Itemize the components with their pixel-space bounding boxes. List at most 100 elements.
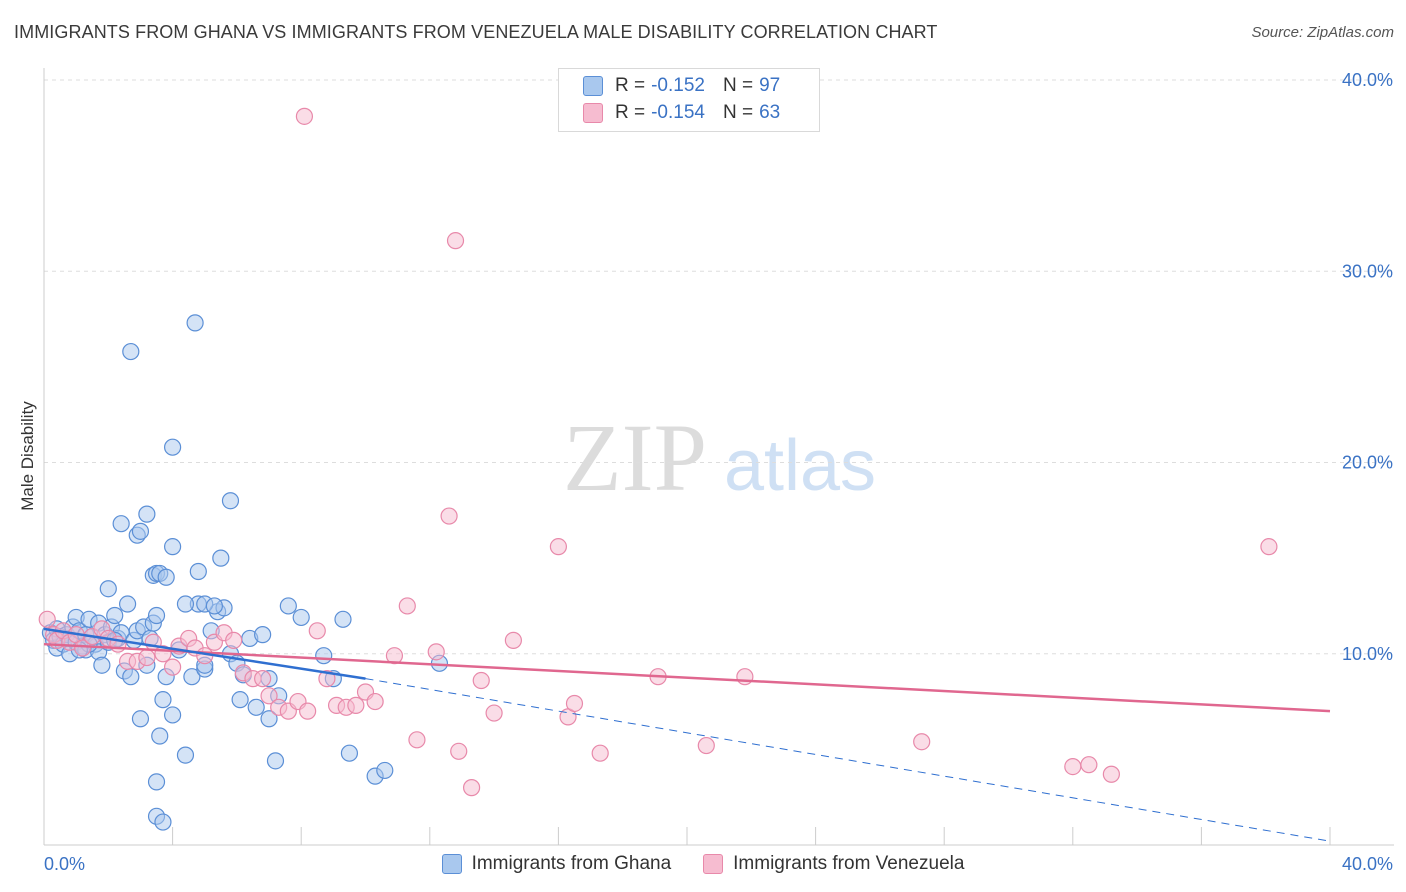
venezuela-point xyxy=(504,631,522,649)
ghana-point xyxy=(106,606,124,625)
y-tick-label: 10.0% xyxy=(1342,644,1393,664)
ghana-swatch xyxy=(583,76,603,96)
venezuela-point xyxy=(440,507,458,525)
venezuela-point xyxy=(38,610,56,628)
ghana-point xyxy=(147,606,166,625)
legend-item-venezuela: Immigrants from Venezuela xyxy=(703,853,964,875)
ghana-r-value: -0.152 xyxy=(651,75,705,96)
legend-row-venezuela: R = -0.154 N = 63 xyxy=(583,100,780,126)
venezuela-point xyxy=(462,779,481,797)
y-tick-label: 40.0% xyxy=(1342,70,1393,90)
venezuela-n-label: N = xyxy=(722,102,754,123)
venezuela-point xyxy=(446,232,465,250)
ghana-point xyxy=(118,595,137,613)
venezuela-point xyxy=(164,658,182,676)
venezuela-point xyxy=(591,744,609,762)
venezuela-n-value: 63 xyxy=(759,102,781,123)
ghana-point xyxy=(122,342,140,361)
ghana-point xyxy=(131,710,150,728)
ghana-point xyxy=(93,656,111,674)
ghana-point xyxy=(189,562,207,581)
ghana-point xyxy=(376,761,394,780)
venezuela-point xyxy=(1102,765,1120,783)
venezuela-point xyxy=(408,731,426,749)
ghana-point xyxy=(266,752,285,770)
ghana-point xyxy=(183,668,201,686)
venezuela-point xyxy=(295,107,314,125)
venezuela-trend-line xyxy=(43,642,1331,713)
venezuela-point xyxy=(736,668,754,686)
legend-ghana-label: Immigrants from Ghana xyxy=(471,853,672,874)
legend-item-ghana: Immigrants from Ghana xyxy=(441,853,672,875)
tick-label-layer: 10.0% 20.0% 30.0% 40.0% 0.0% 40.0% xyxy=(44,70,1393,874)
ghana-trend-line xyxy=(43,627,366,680)
venezuela-r-label: R = xyxy=(615,102,646,123)
ghana-point xyxy=(315,647,333,665)
venezuela-point xyxy=(260,687,278,705)
ghana-points-group xyxy=(41,314,449,831)
ghana-point xyxy=(99,580,117,598)
legend-venezuela-label: Immigrants from Venezuela xyxy=(733,853,965,874)
y-axis-title: Male Disability xyxy=(18,401,37,511)
venezuela-point xyxy=(73,639,92,657)
ghana-point xyxy=(112,515,130,533)
venezuela-point xyxy=(1080,756,1098,774)
venezuela-point xyxy=(138,648,156,667)
venezuela-point xyxy=(299,702,317,720)
venezuela-point xyxy=(347,696,365,714)
venezuela-point xyxy=(225,631,243,649)
ghana-point xyxy=(260,710,278,728)
grid-layer xyxy=(44,79,1394,655)
ghana-point xyxy=(247,698,265,716)
venezuela-point xyxy=(1260,538,1278,556)
venezuela-point xyxy=(549,538,568,556)
ghana-point xyxy=(340,744,359,762)
ghana-n-label: N = xyxy=(722,75,754,96)
venezuela-point xyxy=(485,704,503,722)
chart-title: IMMIGRANTS FROM GHANA VS IMMIGRANTS FROM… xyxy=(14,22,938,42)
venezuela-point xyxy=(427,643,445,661)
ghana-point xyxy=(176,746,195,764)
venezuela-point xyxy=(318,670,336,688)
ghana-point xyxy=(231,691,249,709)
venezuela-point xyxy=(1064,757,1082,776)
venezuela-point xyxy=(398,597,416,615)
ghana-point xyxy=(205,597,223,615)
ghana-point xyxy=(212,549,230,567)
ghana-point xyxy=(164,438,182,456)
venezuela-point xyxy=(450,742,468,760)
ghana-point xyxy=(164,538,182,556)
legend-stats: R = -0.152 N = 97 R = -0.154 N = 63 xyxy=(558,68,820,132)
watermark-zip: ZIP xyxy=(563,404,707,511)
legend-series: Immigrants from Ghana Immigrants from Ve… xyxy=(0,850,1406,878)
chart-source: Source: ZipAtlas.com xyxy=(1251,24,1394,41)
ghana-point xyxy=(254,626,272,644)
legend-row-ghana: R = -0.152 N = 97 xyxy=(583,73,780,99)
y-tick-label: 20.0% xyxy=(1342,453,1393,473)
venezuela-point xyxy=(308,622,326,640)
legend-venezuela-swatch xyxy=(703,854,724,874)
watermark-atlas: atlas xyxy=(724,426,876,506)
venezuela-point xyxy=(565,694,584,713)
ghana-point xyxy=(164,706,182,724)
venezuela-point xyxy=(254,670,272,688)
ghana-point xyxy=(147,773,166,791)
x-tick-label: 0.0% xyxy=(44,854,85,874)
y-tick-label: 30.0% xyxy=(1342,261,1393,281)
x-tick-label: 40.0% xyxy=(1342,854,1393,874)
ghana-point xyxy=(154,691,172,709)
ghana-point xyxy=(176,595,195,613)
ghana-point xyxy=(157,568,175,586)
ghana-point xyxy=(138,505,156,523)
axis-layer xyxy=(43,68,1394,846)
venezuela-r-value: -0.154 xyxy=(651,102,705,123)
ghana-r-label: R = xyxy=(615,75,646,96)
venezuela-point xyxy=(913,733,931,751)
ghana-point xyxy=(279,597,297,615)
ghana-point xyxy=(154,813,172,831)
venezuela-swatch xyxy=(583,103,603,123)
ghana-point xyxy=(186,314,204,332)
ghana-point xyxy=(151,727,169,745)
ghana-point xyxy=(131,522,150,540)
